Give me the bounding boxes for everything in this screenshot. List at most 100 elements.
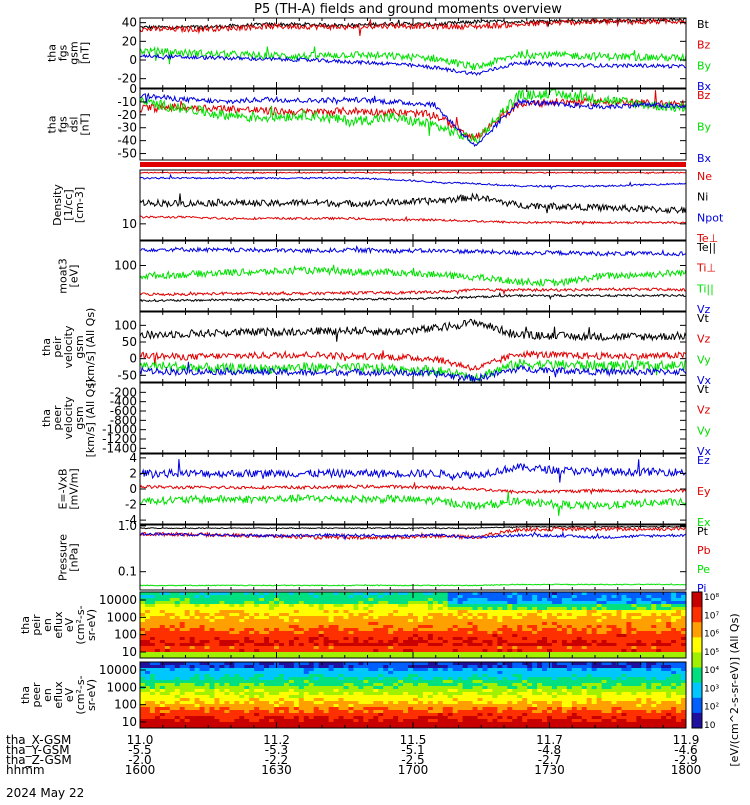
- spectrogram-cell: [259, 692, 264, 695]
- spectrogram-cell: [453, 637, 458, 640]
- spectrogram-cell: [309, 722, 314, 725]
- spectrogram-cell: [607, 628, 612, 631]
- spectrogram-cell: [517, 662, 522, 665]
- spectrogram-cell: [368, 613, 373, 616]
- spectrogram-cell: [607, 646, 612, 649]
- spectrogram-cell: [244, 622, 249, 625]
- spectrogram-cell: [324, 719, 329, 722]
- spectrogram-cell: [383, 628, 388, 631]
- spectrogram-cell: [249, 719, 254, 722]
- spectrogram-cell: [492, 662, 497, 665]
- spectrogram-cell: [666, 616, 671, 619]
- spectrogram-cell: [249, 704, 254, 707]
- spectrogram-cell: [413, 601, 418, 604]
- spectrogram-cell: [353, 604, 358, 607]
- spectrogram-cell: [418, 646, 423, 649]
- spectrogram-cell: [552, 622, 557, 625]
- spectrogram-cell: [438, 628, 443, 631]
- spectrogram-cell: [358, 674, 363, 677]
- spectrogram-cell: [443, 598, 448, 601]
- spectrogram-cell: [602, 652, 607, 655]
- spectrogram-cell: [224, 622, 229, 625]
- spectrogram-cell: [487, 677, 492, 680]
- spectrogram-cell: [289, 683, 294, 686]
- y-tick-label: 100: [114, 259, 137, 273]
- spectrogram-cell: [190, 625, 195, 628]
- spectrogram-cell: [214, 634, 219, 637]
- spectrogram-cell: [413, 677, 418, 680]
- spectrogram-cell: [577, 628, 582, 631]
- spectrogram-cell: [368, 689, 373, 692]
- spectrogram-cell: [487, 698, 492, 701]
- spectrogram-cell: [517, 701, 522, 704]
- series-line: [140, 247, 686, 256]
- spectrogram-cell: [200, 592, 205, 595]
- spectrogram-cell: [463, 646, 468, 649]
- spectrogram-cell: [532, 686, 537, 689]
- y-tick-label: -10: [117, 95, 137, 109]
- spectrogram-cell: [403, 640, 408, 643]
- spectrogram-cell: [577, 598, 582, 601]
- spectrogram-cell: [473, 625, 478, 628]
- spectrogram-cell: [562, 619, 567, 622]
- spectrogram-cell: [358, 671, 363, 674]
- spectrogram-cell: [284, 598, 289, 601]
- spectrogram-cell: [408, 646, 413, 649]
- spectrogram-cell: [552, 637, 557, 640]
- spectrogram-cell: [348, 613, 353, 616]
- spectrogram-cell: [195, 671, 200, 674]
- spectrogram-cell: [522, 680, 527, 683]
- spectrogram-cell: [284, 619, 289, 622]
- spectrogram-cell: [582, 637, 587, 640]
- spectrogram-cell: [294, 695, 299, 698]
- spectrogram-cell: [200, 692, 205, 695]
- spectrogram-cell: [254, 607, 259, 610]
- spectrogram-cell: [195, 677, 200, 680]
- spectrogram-cell: [339, 686, 344, 689]
- spectrogram-cell: [482, 692, 487, 695]
- spectrogram-cell: [502, 710, 507, 713]
- spectrogram-cell: [150, 622, 155, 625]
- spectrogram-cell: [388, 595, 393, 598]
- spectrogram-cell: [517, 710, 522, 713]
- spectrogram-cell: [626, 622, 631, 625]
- spectrogram-cell: [517, 665, 522, 668]
- spectrogram-cell: [418, 640, 423, 643]
- spectrogram-cell: [309, 637, 314, 640]
- spectrogram-cell: [339, 713, 344, 716]
- spectrogram-cell: [334, 634, 339, 637]
- spectrogram-cell: [646, 598, 651, 601]
- spectrogram-cell: [319, 631, 324, 634]
- spectrogram-cell: [244, 677, 249, 680]
- spectrogram-cell: [487, 613, 492, 616]
- spectrogram-cell: [264, 671, 269, 674]
- spectrogram-cell: [259, 613, 264, 616]
- spectrogram-cell: [428, 665, 433, 668]
- spectrogram-cell: [567, 686, 572, 689]
- spectrogram-cell: [264, 692, 269, 695]
- spectrogram-cell: [214, 640, 219, 643]
- spectrogram-cell: [532, 607, 537, 610]
- spectrogram-cell: [175, 610, 180, 613]
- spectrogram-cell: [145, 610, 150, 613]
- spectrogram-cell: [482, 713, 487, 716]
- spectrogram-cell: [314, 722, 319, 725]
- spectrogram-cell: [259, 686, 264, 689]
- spectrogram-cell: [299, 674, 304, 677]
- spectrogram-cell: [492, 622, 497, 625]
- spectrogram-cell: [358, 722, 363, 725]
- spectrogram-cell: [358, 649, 363, 652]
- spectrogram-cell: [209, 695, 214, 698]
- spectrogram-cell: [502, 689, 507, 692]
- spectrogram-cell: [160, 595, 165, 598]
- spectrogram-cell: [289, 680, 294, 683]
- spectrogram-cell: [453, 628, 458, 631]
- spectrogram-cell: [666, 595, 671, 598]
- spectrogram-cell: [428, 652, 433, 655]
- spectrogram-cell: [522, 689, 527, 692]
- spectrogram-cell: [572, 634, 577, 637]
- spectrogram-cell: [458, 625, 463, 628]
- panel-ylabel: Pressure[nPa]: [57, 534, 81, 581]
- spectrogram-cell: [562, 722, 567, 725]
